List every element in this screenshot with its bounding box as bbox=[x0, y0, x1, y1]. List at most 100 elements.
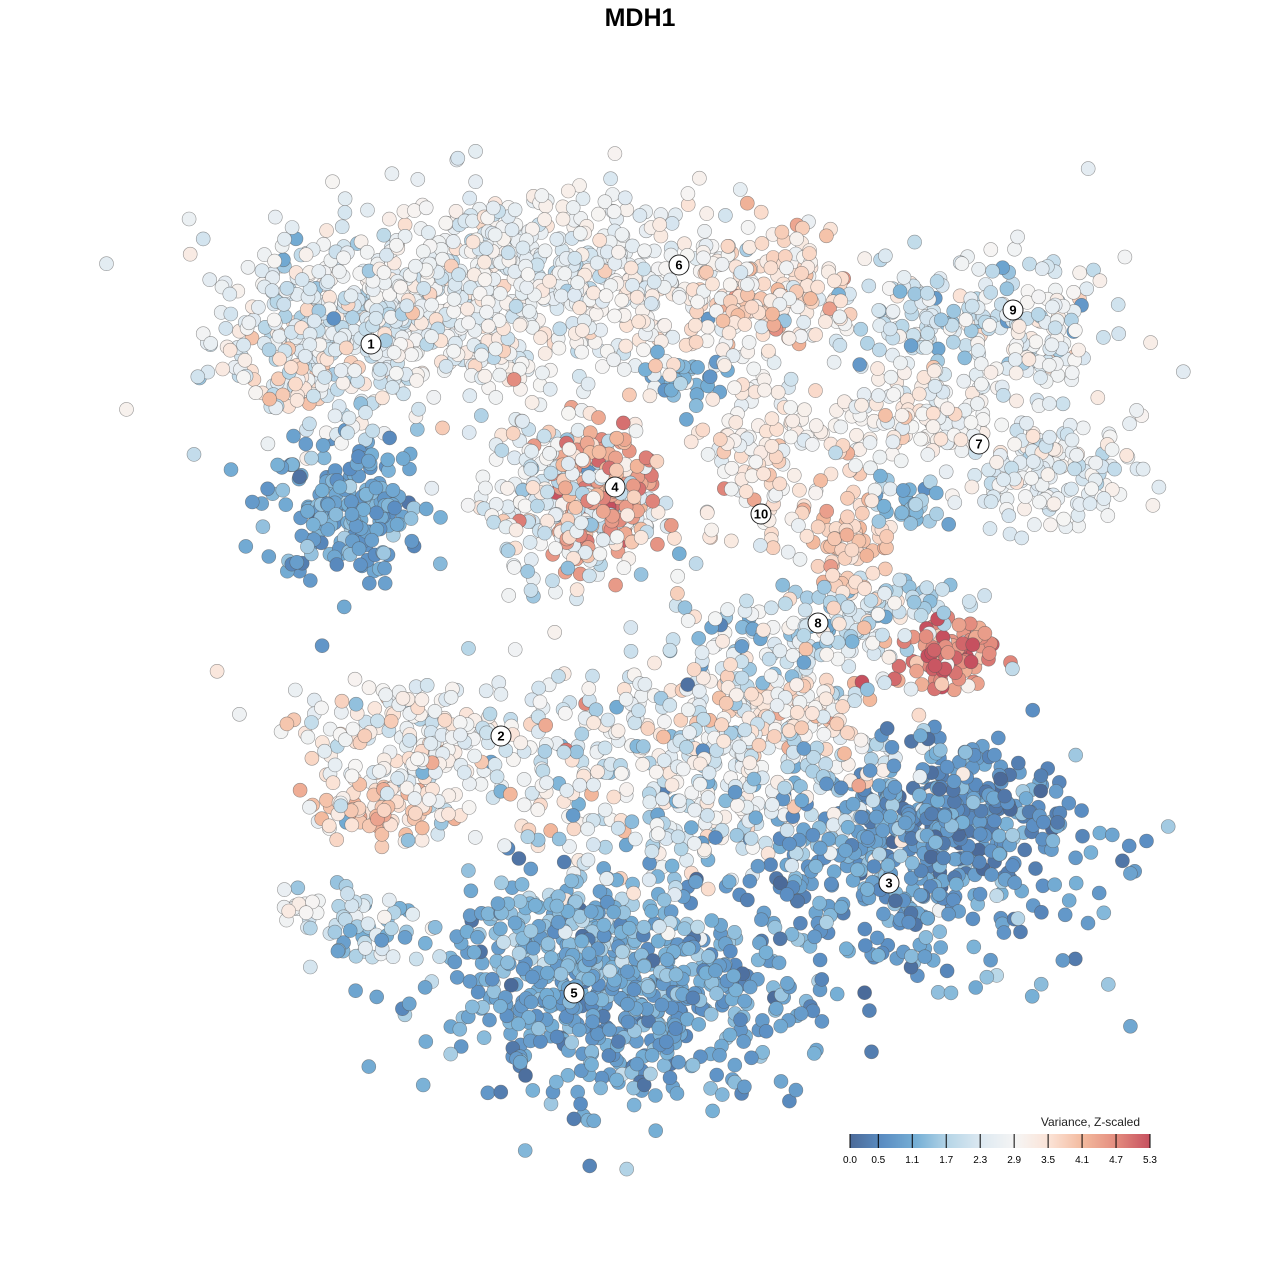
data-point bbox=[993, 771, 1008, 787]
data-point bbox=[715, 633, 730, 649]
data-point bbox=[918, 930, 934, 945]
data-point bbox=[583, 991, 599, 1006]
data-point bbox=[652, 919, 667, 934]
data-point bbox=[670, 568, 686, 584]
data-point bbox=[1005, 858, 1020, 873]
data-point bbox=[343, 494, 359, 509]
data-point bbox=[496, 934, 511, 950]
data-point bbox=[329, 557, 345, 572]
data-point bbox=[278, 497, 294, 513]
data-point bbox=[635, 739, 651, 754]
data-point bbox=[626, 1097, 642, 1113]
data-point bbox=[460, 301, 475, 317]
data-point bbox=[931, 886, 947, 902]
data-point bbox=[390, 770, 406, 786]
data-point bbox=[222, 342, 238, 358]
data-point bbox=[1068, 875, 1084, 891]
data-point bbox=[620, 1014, 636, 1030]
data-point bbox=[737, 722, 753, 738]
data-point bbox=[701, 949, 716, 964]
data-point bbox=[426, 389, 442, 405]
data-point bbox=[862, 435, 878, 450]
data-point bbox=[742, 240, 757, 255]
data-point bbox=[748, 810, 764, 826]
data-point bbox=[300, 729, 316, 745]
data-point bbox=[1005, 661, 1020, 677]
data-point bbox=[601, 1048, 617, 1063]
data-point bbox=[792, 482, 807, 498]
data-point bbox=[946, 774, 962, 789]
data-point bbox=[913, 608, 929, 623]
data-point bbox=[542, 446, 557, 461]
data-point bbox=[548, 1074, 564, 1090]
data-point bbox=[314, 638, 330, 654]
data-point bbox=[287, 682, 303, 698]
data-point bbox=[596, 917, 612, 933]
data-point bbox=[304, 450, 319, 466]
data-point bbox=[535, 365, 550, 381]
data-point bbox=[470, 929, 485, 945]
data-point bbox=[840, 490, 855, 506]
data-point bbox=[692, 170, 707, 186]
data-point bbox=[650, 826, 666, 842]
data-point bbox=[938, 464, 954, 480]
data-point bbox=[695, 422, 711, 438]
data-point bbox=[671, 1054, 686, 1070]
data-point bbox=[937, 808, 952, 824]
data-point bbox=[691, 631, 707, 646]
data-point bbox=[223, 306, 239, 322]
data-point bbox=[877, 675, 892, 691]
data-point bbox=[883, 369, 899, 385]
data-point bbox=[525, 1083, 541, 1098]
data-point bbox=[609, 1072, 625, 1088]
data-point bbox=[761, 651, 777, 667]
data-point bbox=[381, 892, 397, 908]
data-point bbox=[494, 875, 509, 891]
data-point bbox=[841, 659, 857, 674]
data-point bbox=[583, 904, 599, 919]
data-point bbox=[279, 280, 295, 296]
data-point bbox=[714, 717, 729, 733]
data-point bbox=[789, 677, 805, 693]
data-point bbox=[707, 611, 723, 627]
data-point bbox=[402, 732, 417, 748]
data-point bbox=[704, 913, 720, 928]
data-point bbox=[408, 805, 423, 821]
data-point bbox=[631, 703, 646, 718]
data-point bbox=[614, 944, 630, 960]
data-point bbox=[860, 335, 875, 351]
data-point bbox=[835, 699, 850, 714]
data-point bbox=[298, 247, 314, 262]
data-point bbox=[926, 642, 942, 658]
data-point bbox=[1024, 470, 1039, 486]
data-point bbox=[314, 700, 329, 716]
data-point bbox=[685, 990, 701, 1006]
data-point bbox=[326, 311, 342, 326]
data-point bbox=[543, 950, 559, 966]
data-point bbox=[222, 286, 238, 302]
data-point bbox=[633, 567, 649, 582]
data-point bbox=[467, 748, 482, 764]
data-point bbox=[1019, 415, 1034, 431]
data-point bbox=[527, 898, 543, 913]
data-point bbox=[1096, 491, 1112, 506]
data-point bbox=[304, 715, 319, 730]
data-point bbox=[740, 220, 756, 235]
data-point bbox=[726, 968, 741, 984]
data-point bbox=[636, 261, 651, 277]
data-point bbox=[697, 224, 712, 239]
data-point bbox=[977, 625, 993, 641]
data-point bbox=[682, 725, 697, 740]
data-point bbox=[758, 945, 774, 960]
data-point bbox=[261, 549, 277, 564]
data-point bbox=[540, 513, 555, 529]
data-point bbox=[616, 362, 632, 377]
data-point bbox=[569, 582, 585, 598]
data-point bbox=[241, 315, 257, 331]
data-point bbox=[307, 313, 322, 329]
data-point bbox=[591, 444, 607, 460]
data-point bbox=[667, 530, 682, 546]
data-point bbox=[714, 1087, 730, 1102]
data-point bbox=[872, 846, 887, 862]
data-point bbox=[918, 340, 934, 355]
